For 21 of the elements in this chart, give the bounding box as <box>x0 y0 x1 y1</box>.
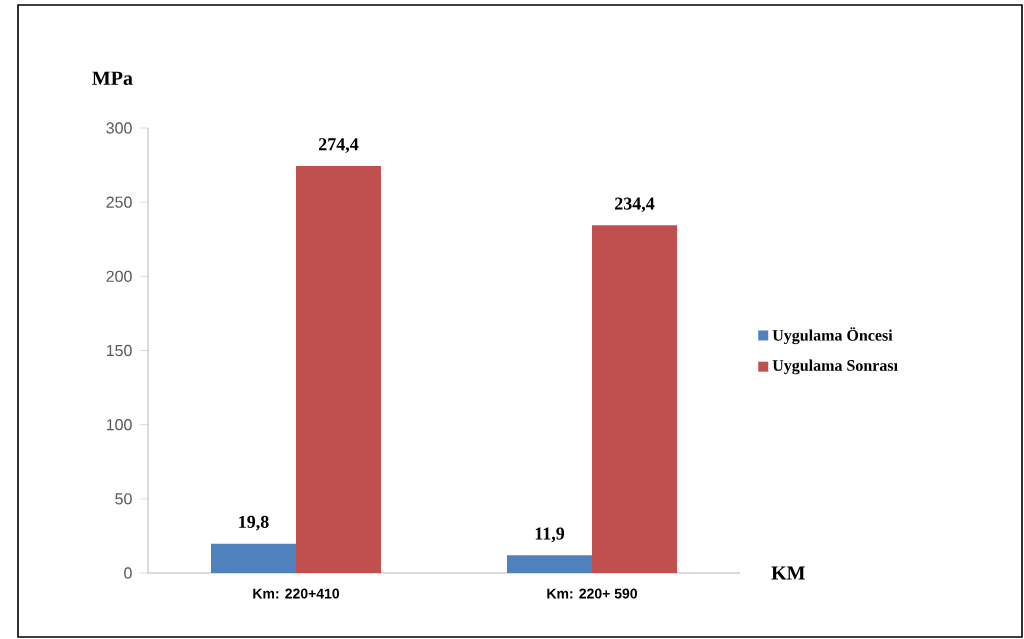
y-tick-label: 150 <box>106 344 132 357</box>
y-tick-label: 50 <box>115 493 132 505</box>
y-tick-label: 250 <box>106 196 132 208</box>
data-label: 19,8 <box>239 515 269 531</box>
x-tick-label: Km: 220+ 590 <box>547 588 637 599</box>
y-tick-label: 0 <box>124 567 132 579</box>
x-tick-label: Km: 220+410 <box>253 588 340 599</box>
x-axis-title: KM <box>771 566 805 580</box>
y-tick-label: 200 <box>106 270 132 282</box>
y-axis-title: MPa <box>92 71 133 85</box>
legend-label: Uygulama Öncesi <box>772 327 893 345</box>
data-label: 234,4 <box>615 197 655 213</box>
bar <box>296 165 381 573</box>
y-tick-label: 100 <box>106 419 132 431</box>
bar <box>592 225 677 573</box>
data-label: 11,9 <box>535 527 565 543</box>
bar <box>211 543 296 573</box>
legend-label: Uygulama Sonrası <box>772 359 898 375</box>
data-label: 274,4 <box>319 138 359 153</box>
y-tick-label: 300 <box>106 122 132 134</box>
bar <box>507 555 592 573</box>
